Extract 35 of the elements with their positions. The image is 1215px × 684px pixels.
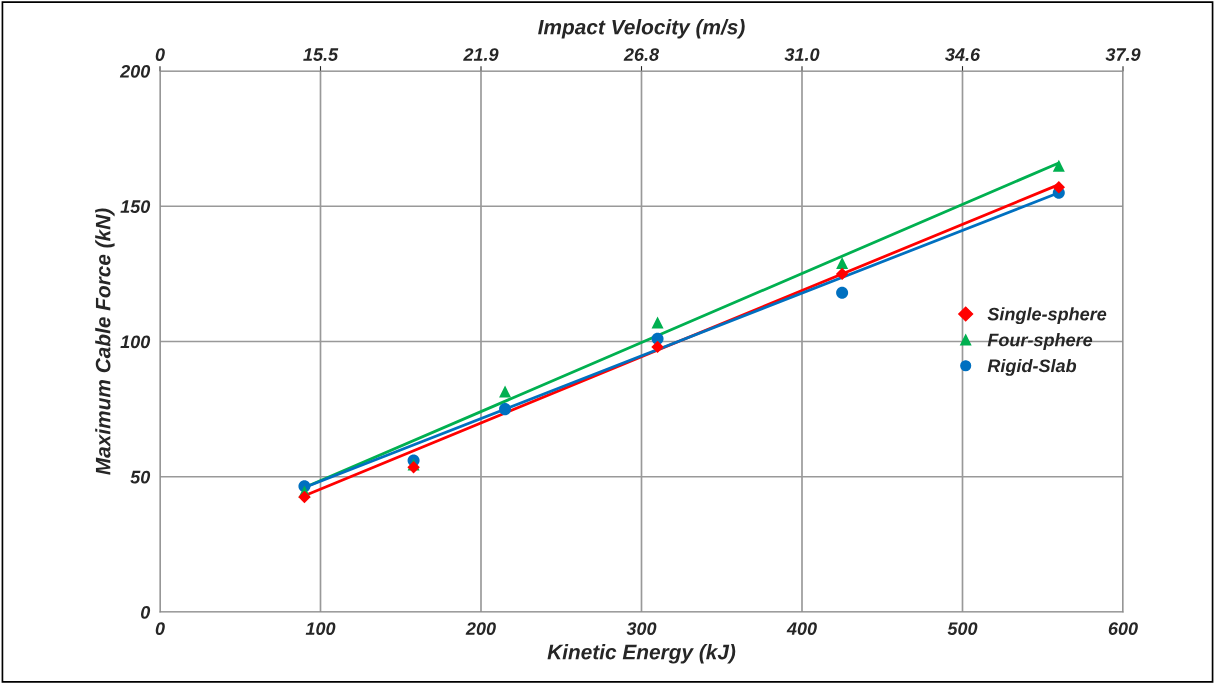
point — [499, 385, 512, 398]
y-axis-title: Maximum Cable Force (kN) — [95, 208, 115, 475]
point — [1052, 181, 1066, 194]
x-tick-label: 0 — [155, 622, 165, 635]
x-tick-label: 100 — [305, 622, 336, 635]
point — [651, 316, 664, 329]
y-tick-label: 50 — [130, 470, 151, 484]
x-tick-label: 600 — [1108, 622, 1138, 635]
point — [836, 286, 849, 299]
y-tick-label: 150 — [120, 200, 151, 213]
x-tick-label: 300 — [626, 622, 657, 635]
point — [835, 267, 849, 281]
x-tick-label: 500 — [947, 622, 978, 635]
text: 34.6 — [945, 48, 981, 61]
x-tick-label: 400 — [786, 622, 817, 635]
y-tick-label: 100 — [120, 335, 151, 349]
text: 21.9 — [463, 48, 499, 61]
point — [836, 257, 849, 270]
point — [499, 403, 512, 416]
text: 0 — [155, 48, 165, 61]
legend-label: Four-sphere — [987, 333, 1093, 350]
point — [1052, 159, 1065, 172]
legend-label: Single-sphere — [987, 307, 1107, 325]
text: 31.0 — [784, 48, 820, 61]
point — [298, 490, 311, 504]
x2-axis-title: Impact Velocity (m/s) — [538, 19, 745, 39]
y-tick-label: 200 — [119, 64, 151, 78]
legend-label: Rigid-Slab — [987, 358, 1077, 376]
text: 37.9 — [1105, 48, 1141, 61]
x-tick-label: 200 — [465, 622, 496, 635]
x-axis-title: Kinetic Energy (kJ) — [547, 644, 736, 664]
text: 15.5 — [303, 48, 339, 61]
point — [651, 340, 664, 354]
y-tick-label: 0 — [140, 605, 151, 619]
text: 26.8 — [623, 48, 660, 61]
